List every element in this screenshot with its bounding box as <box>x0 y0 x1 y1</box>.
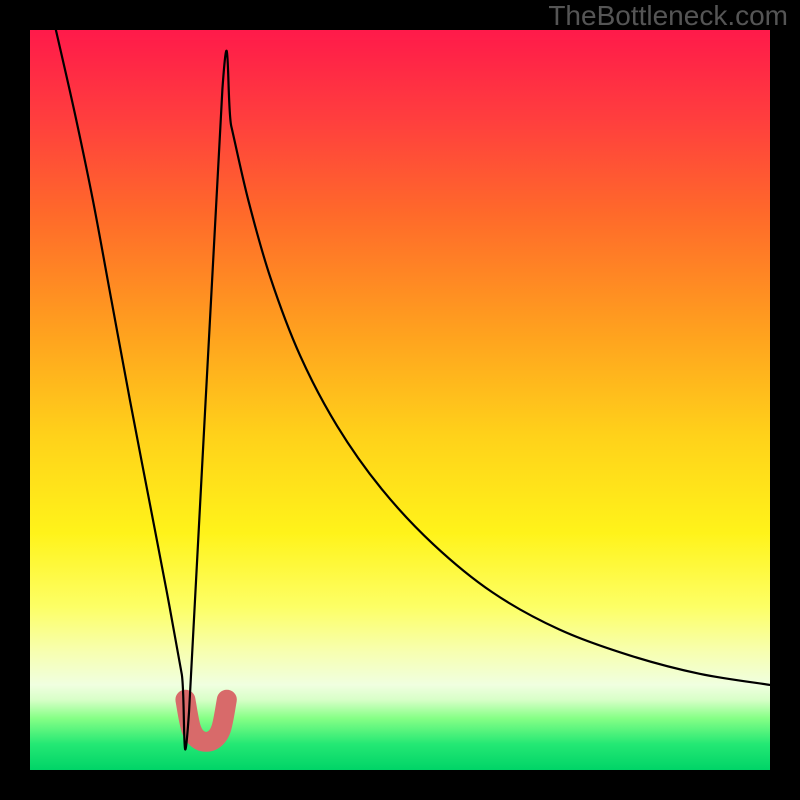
bottleneck-curve <box>0 0 800 800</box>
chart-frame: TheBottleneck.com <box>0 0 800 800</box>
v-curve <box>56 30 770 750</box>
minimum-highlight <box>185 700 226 742</box>
